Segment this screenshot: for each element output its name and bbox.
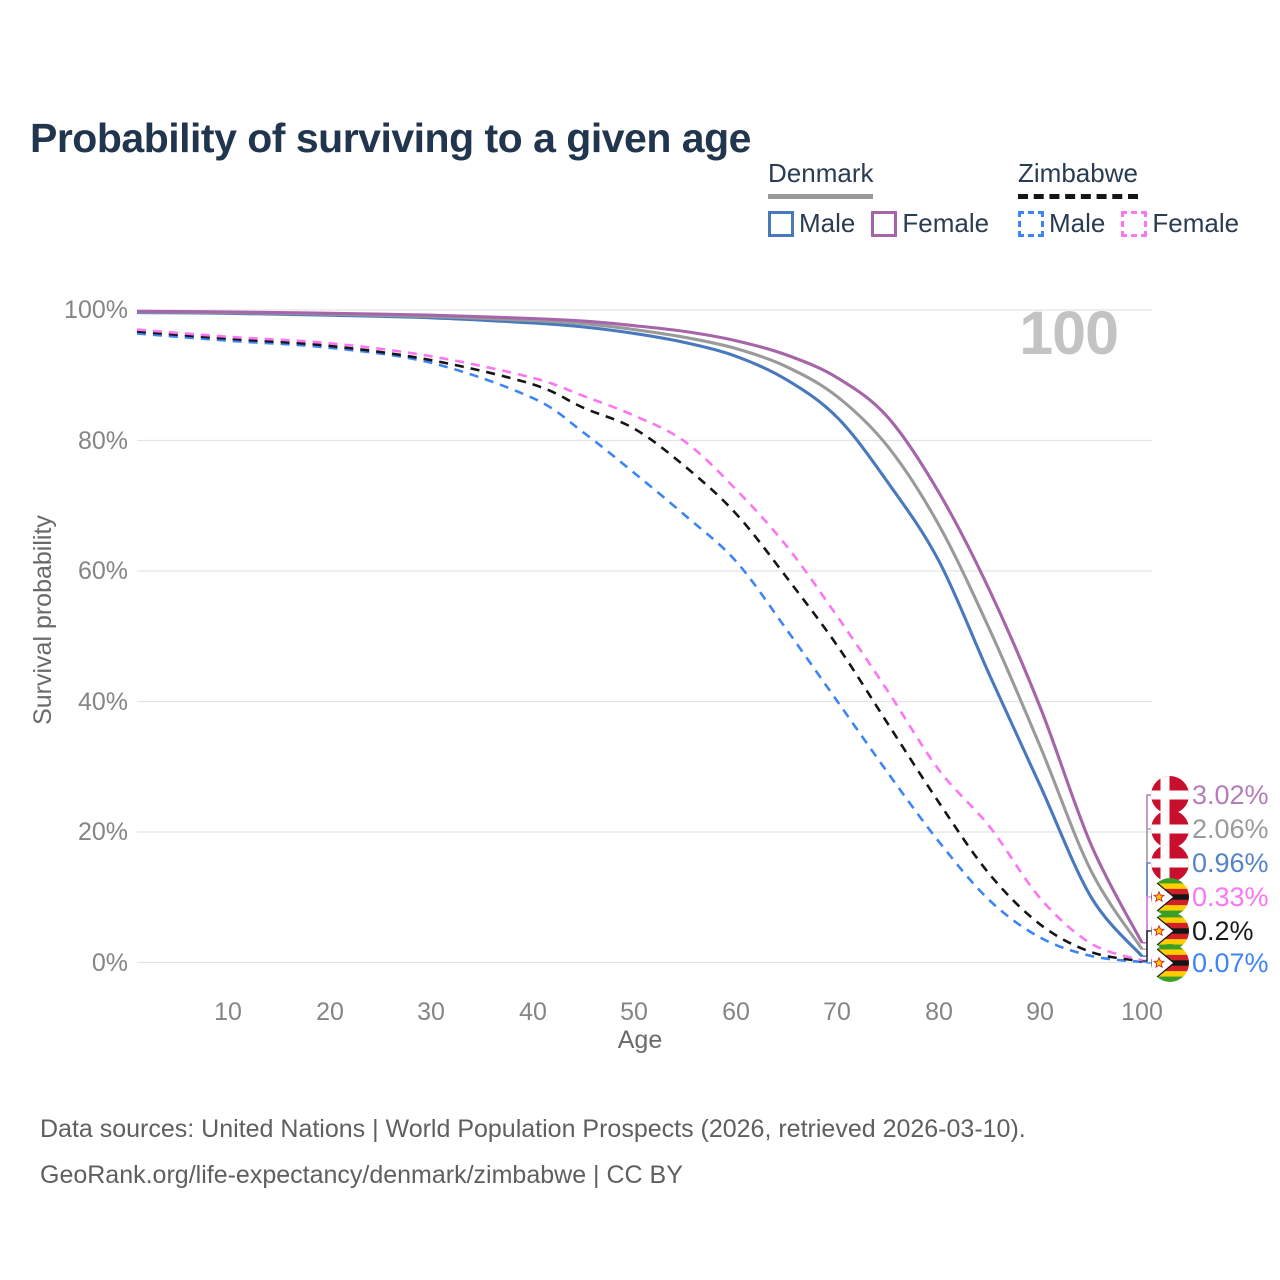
end-label-connector	[1142, 930, 1151, 962]
curve-denmark[interactable]	[136, 310, 1144, 950]
legend-item-zimbabwe-female[interactable]: Female	[1121, 208, 1239, 239]
legend-header-denmark: Denmark	[768, 158, 874, 199]
end-label-value: 2.06%	[1192, 814, 1269, 844]
curve-denmark-female[interactable]	[136, 309, 1144, 944]
y-tick-60pct: 60%	[77, 557, 128, 585]
curve-zimbabwe-male[interactable]	[136, 332, 1143, 964]
end-label-connector	[1142, 961, 1151, 964]
legend-item-denmark-male[interactable]: Male	[768, 208, 855, 239]
legend-item-label: Male	[1049, 208, 1106, 238]
x-tick-70: 70	[823, 998, 851, 1026]
legend-group-zimbabwe: Zimbabwe Male Female	[1018, 158, 1239, 239]
legend-header-zimbabwe: Zimbabwe	[1018, 158, 1138, 199]
x-tick-20: 20	[316, 998, 344, 1026]
legend-item-zimbabwe-male[interactable]: Male	[1018, 208, 1105, 239]
x-tick-100: 100	[1121, 998, 1163, 1026]
denmark-female-swatch-icon	[871, 210, 898, 237]
end-label-connector	[1142, 896, 1151, 961]
y-axis-title: Survival probability	[29, 515, 57, 725]
curve-zimbabwe[interactable]	[136, 330, 1143, 963]
end-label-value: 0.07%	[1192, 948, 1269, 978]
y-tick-40pct: 40%	[77, 688, 128, 716]
attribution-line: GeoRank.org/life-expectancy/denmark/zimb…	[40, 1161, 683, 1189]
denmark-flag-icon	[1151, 776, 1189, 814]
legend-group-denmark: Denmark Male Female	[768, 158, 989, 239]
y-tick-100pct: 100%	[64, 296, 128, 324]
x-tick-30: 30	[417, 998, 445, 1026]
zimbabwe-female-swatch-icon	[1121, 210, 1148, 237]
x-axis-title: Age	[617, 1026, 663, 1054]
legend-item-label: Female	[902, 208, 990, 238]
denmark-flag-icon	[1151, 844, 1189, 882]
end-label-value: 0.96%	[1192, 848, 1269, 878]
denmark-flag-icon	[1151, 810, 1189, 848]
x-tick-60: 60	[722, 998, 750, 1026]
end-label-value: 0.33%	[1192, 882, 1269, 912]
curve-zimbabwe-female[interactable]	[136, 328, 1143, 962]
page-title: Probability of surviving to a given age	[30, 115, 751, 162]
zimbabwe-male-swatch-icon	[1018, 210, 1044, 237]
zimbabwe-flag-icon	[1151, 944, 1189, 982]
zimbabwe-flag-icon	[1151, 878, 1189, 916]
denmark-male-swatch-icon	[768, 210, 794, 237]
x-tick-10: 10	[214, 998, 242, 1026]
end-label-value: 0.2%	[1192, 916, 1254, 946]
footer: Data sources: United Nations | World Pop…	[40, 1106, 1026, 1198]
hovered-age-annotation: 100	[1019, 299, 1119, 367]
x-tick-50: 50	[620, 998, 648, 1026]
end-label-value: 3.02%	[1192, 780, 1269, 810]
y-tick-20pct: 20%	[77, 818, 128, 846]
x-tick-80: 80	[925, 998, 953, 1026]
data-sources-line: Data sources: United Nations | World Pop…	[40, 1115, 1026, 1143]
x-tick-90: 90	[1026, 998, 1054, 1026]
y-tick-0pct: 0%	[91, 949, 128, 977]
legend-item-label: Male	[799, 208, 856, 238]
legend-item-label: Female	[1152, 208, 1240, 238]
y-tick-80pct: 80%	[77, 427, 128, 455]
legend-item-denmark-female[interactable]: Female	[871, 208, 989, 239]
x-tick-40: 40	[519, 998, 547, 1026]
